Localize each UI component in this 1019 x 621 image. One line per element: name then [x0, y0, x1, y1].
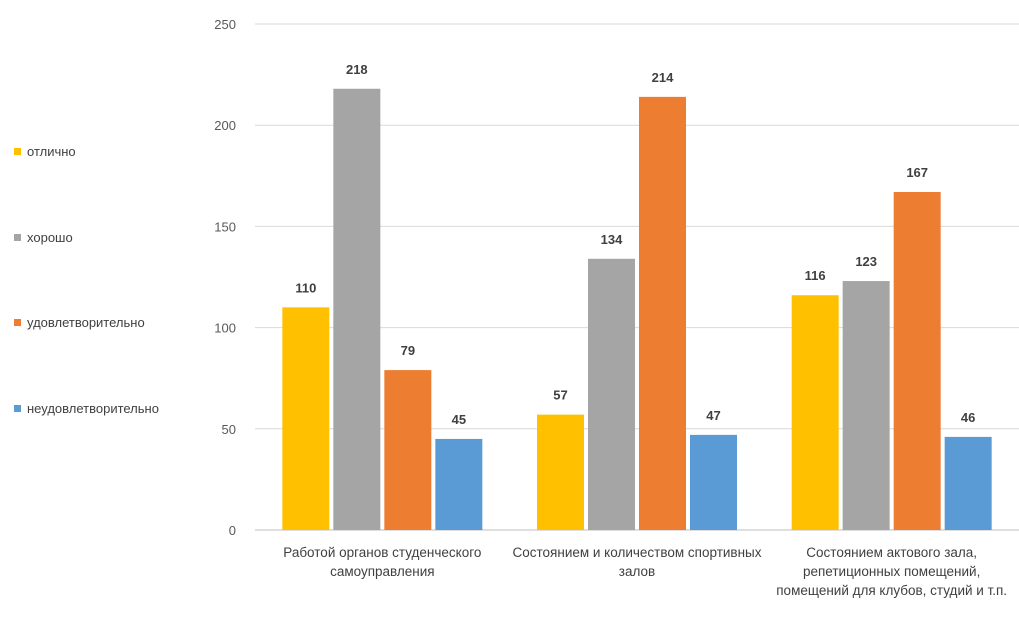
data-label: 214 — [652, 70, 674, 85]
legend-label: хорошо — [27, 230, 73, 245]
legend-item: отлично — [14, 144, 76, 159]
bar — [384, 370, 432, 530]
data-label: 116 — [805, 268, 826, 283]
bar — [333, 88, 381, 530]
legend-swatch — [14, 234, 21, 241]
gridlines — [255, 23, 1019, 531]
x-category-label: Состоянием актового зала, репетиционных … — [776, 545, 1008, 598]
bar — [282, 307, 330, 530]
data-label: 57 — [553, 388, 567, 403]
y-tick-label: 0 — [229, 523, 236, 538]
legend-label: неудовлетворительно — [27, 401, 159, 416]
data-label: 167 — [906, 165, 928, 180]
bar — [639, 96, 686, 530]
legend: отлично хорошо удовлетворительно неудовлетв… — [14, 0, 214, 621]
x-category-label: Состоянием и количеством спортивных зало… — [512, 545, 762, 579]
y-tick-label: 100 — [214, 321, 236, 336]
y-tick-label: 150 — [214, 219, 236, 234]
legend-swatch — [14, 405, 21, 412]
data-label: 134 — [601, 232, 623, 247]
y-tick-label: 50 — [222, 422, 236, 437]
data-label: 45 — [452, 412, 466, 427]
y-tick-label: 200 — [214, 118, 236, 133]
bar — [435, 438, 483, 530]
legend-item: удовлетворительно — [14, 315, 145, 330]
data-labels: 110 218 79 45 57 134 214 47 116 123 167 46 — [295, 62, 975, 427]
data-label: 47 — [706, 408, 720, 423]
data-label: 46 — [961, 410, 975, 425]
data-label: 218 — [346, 62, 368, 77]
bar — [690, 434, 737, 530]
legend-label: отлично — [27, 144, 76, 159]
data-label: 110 — [295, 280, 316, 295]
bar — [842, 281, 890, 530]
legend-swatch — [14, 148, 21, 155]
bar — [893, 191, 941, 530]
bars — [282, 88, 992, 530]
bar — [588, 258, 635, 530]
legend-label: удовлетворительно — [27, 315, 145, 330]
data-label: 79 — [401, 343, 415, 358]
bar — [944, 436, 992, 530]
data-label: 123 — [855, 254, 877, 269]
legend-swatch — [14, 319, 21, 326]
bar — [537, 414, 584, 530]
legend-item: хорошо — [14, 230, 73, 245]
x-category-label: Работой органов студенческого самоуправл… — [283, 545, 482, 579]
bar — [791, 295, 839, 530]
y-axis-ticks: 0 50 100 150 200 250 — [214, 17, 236, 538]
legend-item: неудовлетворительно — [14, 401, 159, 416]
y-tick-label: 250 — [214, 17, 236, 32]
